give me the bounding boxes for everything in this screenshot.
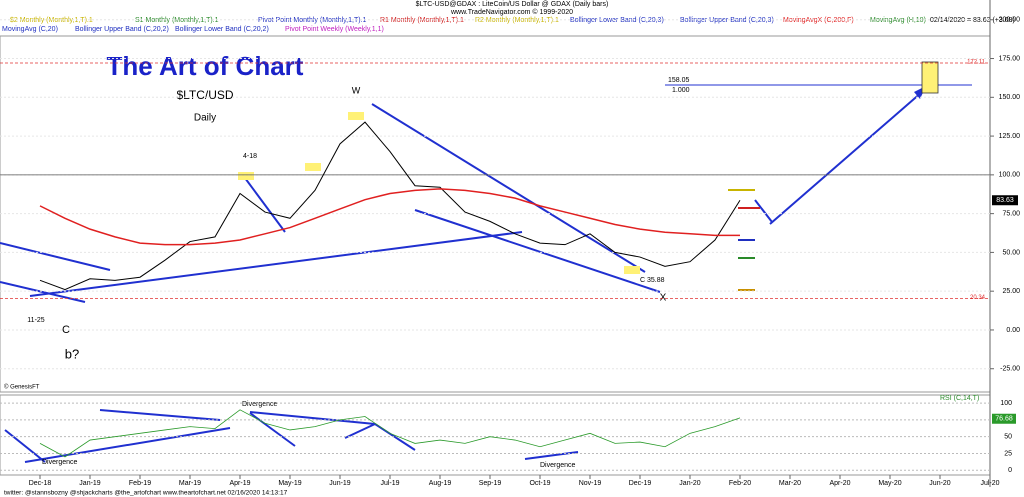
annotation: © GenesisFT	[4, 384, 40, 391]
legend-entry: Pivot Point Monthly (Monthly,1,T).1	[258, 17, 367, 24]
annotation: 4-18	[243, 153, 257, 160]
header-title: $LTC-USD@GDAX : LiteCoin/US Dollar @ GDA…	[416, 1, 609, 8]
rsi-line	[39, 409, 741, 458]
level-label: 20.34	[970, 295, 986, 301]
y-tick-label: 75.00	[1002, 210, 1020, 217]
y-tick-label: 200.00	[999, 17, 1021, 24]
x-tick-label: Feb-20	[729, 480, 751, 487]
annotation: W	[352, 85, 361, 95]
legend-entry: Bollinger Upper Band (C,20,2)	[75, 26, 169, 33]
y-tick-label: -25.00	[1000, 366, 1020, 373]
y-tick-label: 100	[1000, 400, 1012, 407]
legend-entry: S1 Monthly (Monthly,1,T).1	[135, 17, 219, 24]
header-website: www.TradeNavigator.com © 1999-2020	[450, 8, 573, 16]
annotation: Divergence	[540, 462, 576, 469]
x-tick-label: Mar-20	[779, 480, 801, 487]
legend-entry: MovingAvg (C,20)	[2, 26, 58, 33]
annotation: C	[62, 324, 70, 336]
annotation: Divergence	[242, 401, 278, 408]
rsi-last-label: 76.68	[995, 416, 1013, 423]
x-tick-label: May-20	[878, 480, 901, 487]
rsi-title: RSI (C,14,T)	[940, 395, 979, 402]
x-tick-label: Sep-19	[479, 480, 502, 487]
y-tick-label: 25	[1004, 450, 1012, 457]
annotation: b?	[65, 346, 79, 361]
annotation: X	[660, 293, 667, 304]
annotation: 1.000	[672, 87, 690, 94]
legend-entry: R2 Monthly (Monthly,1,T).1	[475, 17, 559, 24]
annotation: C 35.88	[640, 277, 665, 284]
annotation: 11-25	[27, 317, 44, 324]
legend-entry: MovingAvg (H,10)	[870, 17, 926, 24]
legend-entry: Bollinger Upper Band (C,20,3)	[680, 17, 774, 24]
x-tick-label: Mar-19	[179, 480, 201, 487]
legend-entry: $2 Monthly (Monthly,1,T).1	[10, 17, 93, 24]
y-tick-label: 50.00	[1002, 249, 1020, 256]
footer: twitter: @stannsbozny @shjackcharts @the…	[4, 490, 288, 497]
x-tick-label: Apr-19	[229, 480, 250, 487]
x-tick-label: Jul-20	[980, 480, 999, 487]
x-tick-label: Jul-19	[380, 480, 399, 487]
legend-entry: 02/14/2020 = 83.63 (+3.08)	[930, 17, 1015, 24]
y-tick-label: 25.00	[1002, 288, 1020, 295]
y-tick-label: 50	[1004, 434, 1012, 441]
legend-entry: R1 Monthly (Monthly,1,T).1	[380, 17, 464, 24]
chart-subtitle: $LTC/USD	[176, 88, 233, 102]
annotation: Divergence	[42, 459, 78, 466]
legend-entry: Bollinger Lower Band (C,20,3)	[570, 17, 664, 24]
x-tick-label: Dec-19	[629, 480, 652, 487]
last-value-label: 83.63	[996, 197, 1014, 204]
level-label: 172.11	[967, 60, 986, 66]
legend: $2 Monthly (Monthly,1,T).1 S1 Monthly (Mo…	[2, 17, 1015, 33]
x-tick-label: Jan-19	[79, 480, 101, 487]
y-tick-label: 100.00	[999, 172, 1021, 179]
legend-entry: Pivot Point Weekly (Weekly,1,1)	[285, 26, 384, 33]
price-line	[39, 188, 740, 246]
x-tick-label: Jan-20	[679, 480, 701, 487]
x-tick-label: Nov-19	[579, 480, 602, 487]
x-tick-label: Jun-19	[329, 480, 351, 487]
x-tick-label: Dec-18	[29, 480, 52, 487]
price-line	[39, 121, 741, 291]
x-tick-label: Apr-20	[829, 480, 850, 487]
x-tick-label: May-19	[278, 480, 301, 487]
y-tick-label: 150.00	[999, 94, 1021, 101]
y-tick-label: 0	[1008, 467, 1012, 474]
period-label: Daily	[194, 113, 216, 124]
x-tick-label: Oct-19	[529, 480, 550, 487]
y-tick-label: 125.00	[999, 133, 1021, 140]
y-tick-label: 0.00	[1006, 327, 1020, 334]
annotation: 158.05	[668, 77, 690, 84]
last-value-box	[992, 195, 1018, 206]
rsi-last-box	[992, 413, 1016, 424]
x-tick-label: Jun-20	[929, 480, 951, 487]
legend-entry: MovingAvgX (C,200,F)	[783, 17, 854, 24]
chart-title: The Art of Chart	[107, 51, 304, 81]
y-tick-label: 175.00	[999, 55, 1021, 62]
legend-entry: Bollinger Lower Band (C,20,2)	[175, 26, 269, 33]
x-tick-label: Feb-19	[129, 480, 151, 487]
x-tick-label: Aug-19	[429, 480, 452, 487]
